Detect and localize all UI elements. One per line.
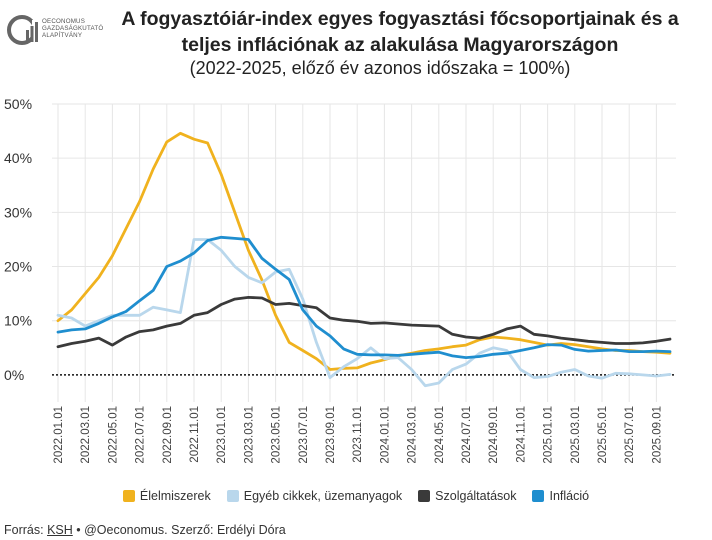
chart-subtitle: (2022-2025, előző év azonos időszaka = 1… (189, 58, 571, 78)
source-footer: Forrás: KSH • @Oeconomus. Szerző: Erdély… (4, 523, 286, 537)
chart-title-line-2: teljes inflációnak az alakulása Magyaror… (181, 34, 619, 56)
legend-label: Élelmiszerek (139, 489, 211, 503)
chart-legend: Élelmiszerek Egyéb cikkek, üzemanyagok Szo… (0, 489, 712, 503)
legend-swatch (532, 490, 545, 502)
x-tick-label: 2025.09.01 (651, 406, 663, 464)
y-tick-label: 10% (4, 313, 32, 329)
y-tick-label: 30% (4, 204, 32, 220)
source-link[interactable]: KSH (47, 523, 73, 537)
footer-prefix: Forrás: (4, 523, 48, 537)
y-tick-label: 40% (4, 150, 32, 166)
x-tick-label: 2022.03.01 (80, 406, 92, 464)
legend-swatch (122, 490, 135, 502)
legend-label: Egyéb cikkek, üzemanyagok (243, 489, 403, 503)
x-tick-label: 2025.03.01 (570, 406, 582, 464)
x-tick-label: 2023.03.01 (243, 406, 255, 464)
logo-line-2: GAZDASÁGKUTATÓ (42, 25, 104, 33)
logo-line-1: OECONOMUS (42, 18, 86, 25)
line-chart: 0% 10% 20% 30% 40% 50% 2022.01.01 2022.03.01 202… (4, 96, 676, 464)
legend-swatch (418, 490, 431, 502)
x-tick-label: 2023.07.01 (298, 406, 310, 464)
legend-item: Szolgáltatások (418, 489, 516, 503)
x-tick-label: 2022.01.01 (53, 406, 65, 464)
x-tick-label: 2024.05.01 (434, 406, 446, 464)
x-tick-label: 2022.11.01 (189, 406, 201, 463)
legend-item: Infláció (532, 489, 589, 503)
series-line-élelmiszerek (56, 131, 672, 371)
legend-swatch (226, 490, 239, 502)
x-tick-label: 2023.11.01 (352, 406, 364, 463)
logo-text: OECONOMUS GAZDASÁGKUTATÓ ALAPÍTVÁNY (42, 18, 103, 40)
x-tick-label: 2025.01.01 (543, 406, 555, 464)
chart-title: A fogyasztóiár-index egyes fogyasztási f… (100, 6, 700, 58)
oeconomus-logo: OECONOMUS GAZDASÁGKUTATÓ ALAPÍTVÁNY (6, 8, 103, 52)
x-tick-label: 2022.09.01 (162, 406, 174, 464)
series-line-szolgáltatások (56, 296, 672, 349)
chart-title-line-1: A fogyasztóiár-index egyes fogyasztási f… (121, 8, 679, 30)
x-tick-label: 2022.07.01 (135, 406, 147, 464)
x-tick-label: 2022.05.01 (107, 406, 119, 464)
x-tick-label: 2025.07.01 (624, 406, 636, 464)
x-tick-label: 2025.05.01 (597, 406, 609, 464)
logo-line-3: ALAPÍTVÁNY (42, 32, 83, 40)
x-tick-label: 2024.03.01 (407, 406, 419, 464)
x-tick-label: 2024.09.01 (488, 406, 500, 464)
x-tick-label: 2023.09.01 (325, 406, 337, 464)
legend-item: Élelmiszerek (122, 489, 211, 503)
x-tick-label: 2024.11.01 (515, 406, 527, 463)
logo-icon (7, 15, 38, 45)
y-tick-label: 20% (4, 259, 32, 275)
legend-label: Infláció (549, 489, 590, 503)
x-tick-label: 2023.01.01 (216, 406, 228, 464)
legend-item: Egyéb cikkek, üzemanyagok (226, 489, 403, 503)
series-line-egyéb-cikkek-üzemanyagok (56, 238, 672, 388)
y-tick-label: 0% (4, 367, 24, 383)
y-tick-label: 50% (4, 96, 32, 112)
x-tick-label: 2024.07.01 (461, 406, 473, 464)
footer-credits: • @Oeconomus. Szerző: Erdélyi Dóra (72, 523, 286, 537)
x-tick-label: 2023.05.01 (271, 406, 283, 464)
series-line-infláció (56, 235, 672, 359)
legend-label: Szolgáltatások (435, 489, 517, 503)
x-tick-label: 2024.01.01 (379, 406, 391, 464)
